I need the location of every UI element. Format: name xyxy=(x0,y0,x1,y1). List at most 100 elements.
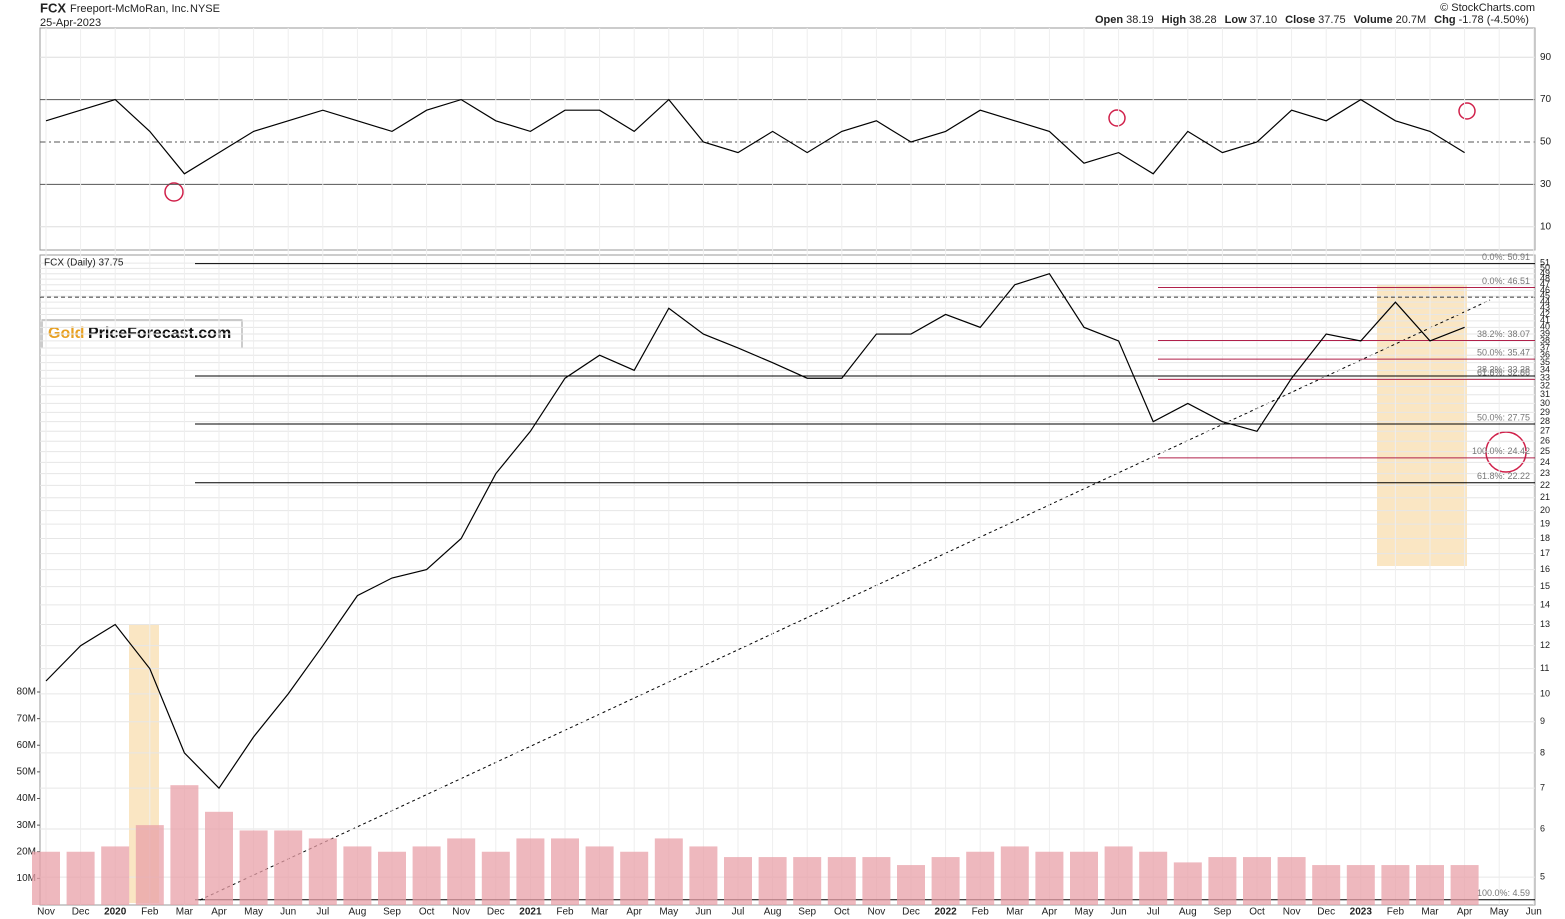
volume-bar xyxy=(274,830,303,905)
rsi-line xyxy=(45,98,1465,175)
volume-bar xyxy=(1035,851,1064,905)
y-tick-label: 26 xyxy=(1540,436,1550,446)
x-tick-label: Jul xyxy=(1147,907,1160,918)
x-tick-label: Sep xyxy=(1214,907,1232,918)
x-tick-label: Sep xyxy=(798,907,816,918)
y-tick-label: 19 xyxy=(1540,519,1550,529)
x-tick-label: Apr xyxy=(626,907,642,918)
volume-bar xyxy=(447,838,476,905)
x-tick-label: 2022 xyxy=(934,907,957,918)
x-tick-label: May xyxy=(1075,907,1094,918)
volume-bar xyxy=(135,825,164,905)
y-tick-label: 12 xyxy=(1540,640,1550,650)
x-tick-label: Mar xyxy=(1421,907,1439,918)
annotation-circle xyxy=(164,182,184,202)
volume-bar xyxy=(585,846,614,905)
volume-bar xyxy=(516,838,545,905)
x-tick-label: 2023 xyxy=(1350,907,1373,918)
x-tick-label: Oct xyxy=(834,907,850,918)
y-tick-label: 33 xyxy=(1540,373,1550,383)
x-tick-label: Apr xyxy=(1457,907,1473,918)
volume-bar xyxy=(1243,857,1271,905)
level-label: 61.8%: 22.22 xyxy=(1477,471,1530,481)
x-tick-label: May xyxy=(244,907,263,918)
level-label: 0.0%: 46.51 xyxy=(1482,276,1530,286)
quote-value: 20.7M xyxy=(1396,14,1427,26)
volume-bar xyxy=(239,830,268,905)
quote-value: 38.28 xyxy=(1189,14,1217,26)
y-tick-label: 44 xyxy=(1540,297,1550,307)
x-tick-label: Jun xyxy=(280,907,296,918)
quote-label: Close xyxy=(1285,14,1315,26)
y-tick-label: 24 xyxy=(1540,457,1550,467)
y-tick-label: 31 xyxy=(1540,389,1550,399)
quote-label: High xyxy=(1162,14,1187,26)
volume-bar xyxy=(481,851,510,905)
volume-bar xyxy=(620,851,649,905)
x-tick-label: Nov xyxy=(37,907,55,918)
y-tick-label: 47 xyxy=(1540,279,1550,289)
y-tick-label: 48 xyxy=(1540,274,1550,284)
x-tick-label: Apr xyxy=(211,907,227,918)
level-label: 50.0%: 35.47 xyxy=(1477,348,1530,358)
level-label: 100.0%: 4.59 xyxy=(1477,888,1530,898)
y-tick-label: 29 xyxy=(1540,407,1550,417)
volume-bar xyxy=(1208,857,1237,905)
volume-bar xyxy=(66,851,95,905)
x-tick-label: Dec xyxy=(487,907,505,918)
x-tick-label: Sep xyxy=(383,907,401,918)
exchange: NYSE xyxy=(190,3,220,15)
y-tick-label: 13 xyxy=(1540,619,1550,629)
quote-label: Chg xyxy=(1434,14,1455,26)
level-label: 50.0%: 27.75 xyxy=(1477,412,1530,422)
y2-tick-label: 20M xyxy=(17,846,36,857)
volume-bar xyxy=(793,857,822,905)
volume-bar xyxy=(1416,865,1444,905)
y-tick-label: 15 xyxy=(1540,581,1550,591)
volume-bar xyxy=(101,846,130,905)
volume-bar xyxy=(1277,857,1306,905)
y-tick-label: 16 xyxy=(1540,564,1550,574)
y-tick-label: 45 xyxy=(1540,291,1550,301)
y-tick-label: 38 xyxy=(1540,335,1550,345)
volume-bar xyxy=(862,857,891,905)
x-tick-label: Apr xyxy=(1042,907,1058,918)
y-tick-label: 28 xyxy=(1540,416,1550,426)
y-tick-label: 51 xyxy=(1540,258,1550,268)
symbol: FCX xyxy=(40,0,66,15)
y-tick-label: 14 xyxy=(1540,599,1550,609)
y-tick-label: 20 xyxy=(1540,505,1550,515)
quote-label: Volume xyxy=(1354,14,1393,26)
x-tick-label: Jun xyxy=(1111,907,1127,918)
y-tick-label: 6 xyxy=(1540,823,1545,833)
annotation-circle xyxy=(1108,109,1126,127)
y2-tick-label: 80M xyxy=(17,687,36,698)
level-label: 38.2%: 38.07 xyxy=(1477,329,1530,339)
level-label: 61.8%: 32.86 xyxy=(1477,368,1530,378)
volume-bar xyxy=(1070,851,1098,905)
x-tick-label: Jun xyxy=(695,907,711,918)
volume-bar xyxy=(1139,851,1168,905)
volume-bar xyxy=(551,838,579,905)
volume-bar xyxy=(966,851,995,905)
y2-tick-label: 30M xyxy=(17,820,36,831)
volume-bar xyxy=(1000,846,1029,905)
volume-bar xyxy=(758,857,787,905)
y-tick-label: 37 xyxy=(1540,342,1550,352)
x-tick-label: Aug xyxy=(764,907,782,918)
x-tick-label: Aug xyxy=(1179,907,1197,918)
volume-bar xyxy=(205,811,233,905)
x-tick-label: Jun xyxy=(1526,907,1542,918)
y-tick-label: 49 xyxy=(1540,268,1550,278)
y-tick-label: 10 xyxy=(1540,221,1552,232)
x-tick-label: Feb xyxy=(972,907,990,918)
x-tick-label: Mar xyxy=(176,907,194,918)
quote-label: Low xyxy=(1225,14,1247,26)
x-tick-label: Dec xyxy=(902,907,920,918)
y-tick-label: 34 xyxy=(1540,365,1550,375)
y-tick-label: 7 xyxy=(1540,783,1545,793)
x-tick-label: Feb xyxy=(1387,907,1405,918)
volume-bar xyxy=(724,857,752,905)
y-tick-label: 32 xyxy=(1540,381,1550,391)
